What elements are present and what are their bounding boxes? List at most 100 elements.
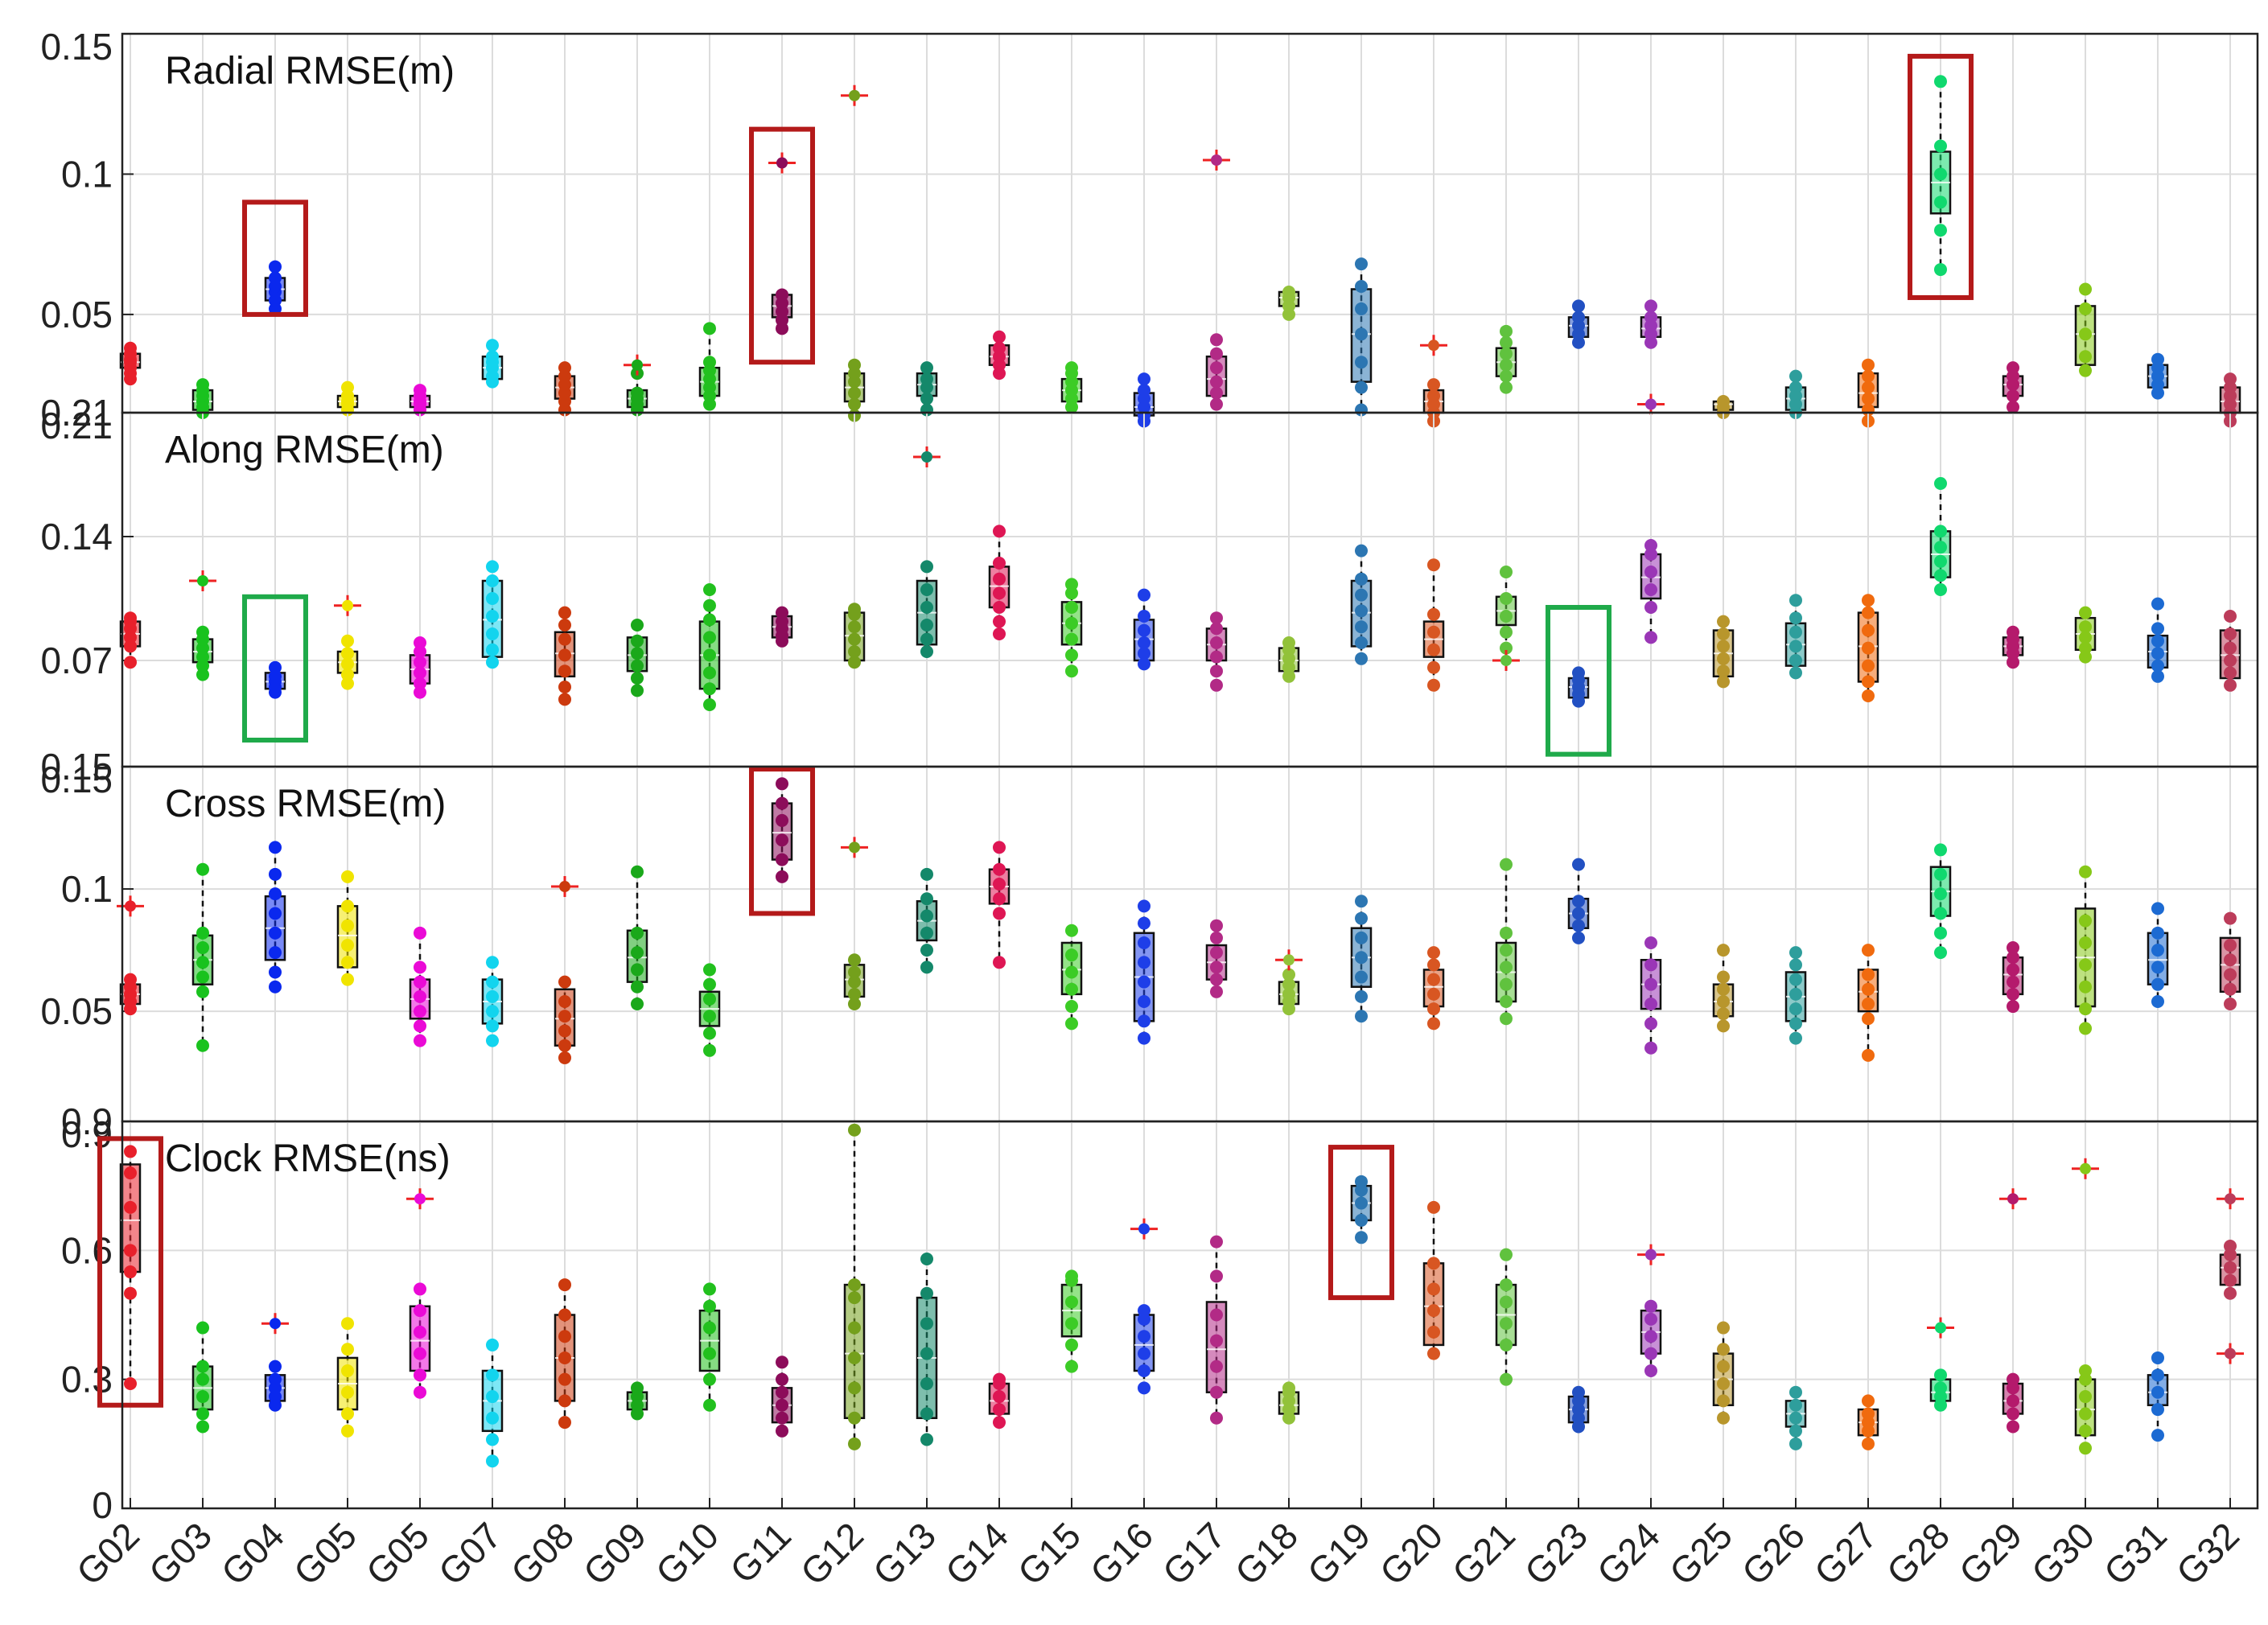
data-point bbox=[558, 1039, 571, 1052]
data-point bbox=[920, 1286, 933, 1300]
data-point bbox=[2151, 902, 2164, 915]
data-point bbox=[703, 992, 716, 1006]
data-point bbox=[920, 1317, 933, 1331]
data-point bbox=[2079, 1407, 2092, 1421]
data-point bbox=[703, 1010, 716, 1023]
data-point bbox=[1862, 689, 1875, 702]
data-point bbox=[920, 909, 933, 923]
data-point bbox=[776, 853, 788, 866]
box-g19 bbox=[1350, 257, 1373, 417]
y-tick-label: 0.6 bbox=[61, 1229, 113, 1271]
box-g27 bbox=[1857, 594, 1879, 702]
data-point bbox=[2079, 1002, 2092, 1016]
data-point bbox=[993, 1416, 1006, 1430]
data-point bbox=[631, 865, 644, 878]
data-point bbox=[1934, 75, 1947, 88]
data-point bbox=[920, 361, 933, 375]
box-g19 bbox=[1350, 1175, 1373, 1244]
data-point bbox=[341, 1424, 354, 1438]
box-g05 bbox=[336, 1317, 359, 1438]
data-point bbox=[1789, 973, 1802, 986]
data-point bbox=[558, 361, 571, 375]
data-point bbox=[848, 1123, 861, 1137]
data-point bbox=[1862, 982, 1875, 996]
highlight-box bbox=[242, 594, 308, 743]
data-point bbox=[486, 1454, 499, 1468]
data-point bbox=[1210, 650, 1223, 664]
data-point bbox=[848, 1321, 861, 1335]
data-point bbox=[1138, 384, 1150, 397]
box-body bbox=[2147, 932, 2169, 985]
data-point bbox=[1282, 660, 1295, 674]
data-point bbox=[1934, 946, 1947, 960]
data-point bbox=[2151, 1429, 2164, 1442]
data-point bbox=[1789, 1424, 1802, 1438]
box-g28 bbox=[1929, 477, 1952, 596]
data-point bbox=[1500, 926, 1513, 940]
data-point bbox=[1210, 961, 1223, 974]
outlier-point bbox=[270, 1318, 281, 1330]
data-point bbox=[920, 867, 933, 881]
data-point bbox=[341, 1364, 354, 1377]
box-g21 bbox=[1495, 858, 1517, 1026]
data-point bbox=[2007, 656, 2019, 669]
data-point bbox=[1717, 1411, 1730, 1425]
data-point bbox=[1717, 982, 1730, 996]
data-point bbox=[269, 1360, 282, 1373]
box-g14 bbox=[988, 330, 1011, 381]
data-point bbox=[414, 666, 426, 680]
outlier-point bbox=[342, 599, 353, 611]
data-point bbox=[1934, 263, 1947, 277]
data-point bbox=[486, 339, 499, 352]
data-point bbox=[558, 693, 571, 706]
data-point bbox=[2151, 961, 2164, 974]
data-point bbox=[414, 989, 426, 1003]
outlier-point bbox=[921, 451, 932, 463]
data-point bbox=[848, 1437, 861, 1450]
box-g20 bbox=[1422, 558, 1445, 692]
box-g30 bbox=[2074, 865, 2097, 1035]
data-point bbox=[1789, 1002, 1802, 1016]
data-point bbox=[848, 998, 861, 1011]
data-point bbox=[776, 1385, 788, 1399]
data-point bbox=[1572, 931, 1585, 944]
data-point bbox=[703, 1282, 716, 1296]
box-body bbox=[1133, 1314, 1155, 1372]
box-g32 bbox=[2219, 911, 2241, 1011]
data-point bbox=[1355, 895, 1368, 908]
outlier-point bbox=[1211, 154, 1222, 166]
box-g10 bbox=[698, 1282, 721, 1412]
data-point bbox=[341, 381, 354, 394]
highlight-box bbox=[1908, 53, 1974, 300]
data-point bbox=[1282, 285, 1295, 298]
box-g25 bbox=[1712, 1321, 1735, 1425]
data-point bbox=[848, 1381, 861, 1395]
data-point bbox=[1138, 1381, 1150, 1395]
data-point bbox=[1644, 566, 1657, 578]
data-point bbox=[196, 378, 209, 392]
data-point bbox=[196, 1360, 209, 1373]
data-point bbox=[269, 1372, 282, 1386]
data-point bbox=[993, 586, 1006, 600]
data-point bbox=[1500, 961, 1513, 974]
data-point bbox=[2079, 1442, 2092, 1455]
data-point bbox=[848, 1291, 861, 1305]
data-point bbox=[1862, 358, 1875, 372]
data-point bbox=[1065, 632, 1078, 646]
box-g13 bbox=[913, 446, 941, 658]
outlier-point bbox=[2007, 1193, 2019, 1205]
data-point bbox=[920, 601, 933, 614]
data-point bbox=[1500, 1317, 1513, 1331]
data-point bbox=[414, 1019, 426, 1033]
data-point bbox=[1644, 601, 1657, 614]
box-g23 bbox=[1567, 1385, 1590, 1434]
data-point bbox=[848, 1411, 861, 1425]
box-g12 bbox=[843, 603, 866, 669]
data-point bbox=[1065, 586, 1078, 600]
data-point bbox=[993, 956, 1006, 969]
data-point bbox=[341, 956, 354, 969]
box-g11 bbox=[768, 152, 796, 335]
data-point bbox=[124, 1265, 137, 1279]
data-point bbox=[486, 574, 499, 587]
data-point bbox=[414, 1368, 426, 1382]
